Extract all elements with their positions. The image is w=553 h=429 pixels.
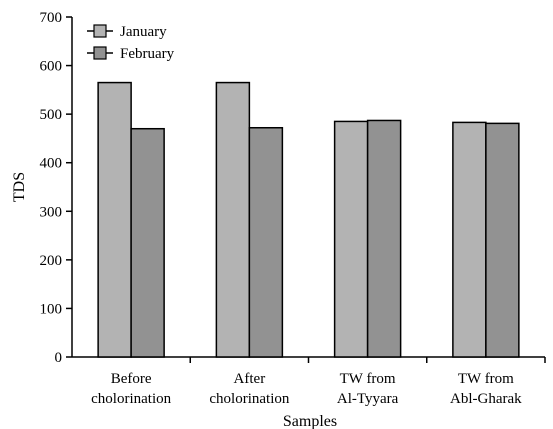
x-category-label: TW from — [458, 371, 514, 387]
bar-january-2 — [333, 120, 369, 358]
y-tick-label: 100 — [40, 301, 63, 317]
bar-february-1 — [248, 126, 284, 358]
x-category-label: cholorination — [91, 391, 171, 407]
x-category-label: After — [234, 371, 266, 387]
y-tick-label: 300 — [40, 204, 63, 220]
legend-swatch — [93, 24, 107, 38]
y-tick-label: 700 — [40, 10, 63, 26]
bar-february-3 — [485, 122, 520, 358]
legend-label: January — [120, 24, 167, 40]
y-tick-label: 200 — [40, 253, 63, 269]
bar-february-0 — [130, 127, 165, 358]
x-category-label: TW from — [340, 371, 396, 387]
x-axis-title: Samples — [283, 413, 337, 429]
legend-label: February — [120, 46, 175, 62]
y-tick-label: 500 — [40, 107, 63, 123]
y-axis-title: TDS — [11, 172, 28, 202]
y-tick-label: 600 — [40, 59, 63, 75]
bar-january-3 — [452, 121, 487, 358]
x-category-label: Abl-Gharak — [450, 391, 522, 407]
legend-swatch — [93, 46, 107, 60]
y-tick-label: 400 — [40, 156, 63, 172]
bar-january-0 — [97, 81, 132, 358]
x-category-label: Before — [111, 371, 152, 387]
bar-january-1 — [215, 81, 251, 358]
x-category-label: cholorination — [209, 391, 289, 407]
x-category-label: Al-Tyyara — [337, 391, 399, 407]
bar-february-2 — [366, 119, 402, 358]
y-tick-label: 0 — [55, 350, 63, 366]
